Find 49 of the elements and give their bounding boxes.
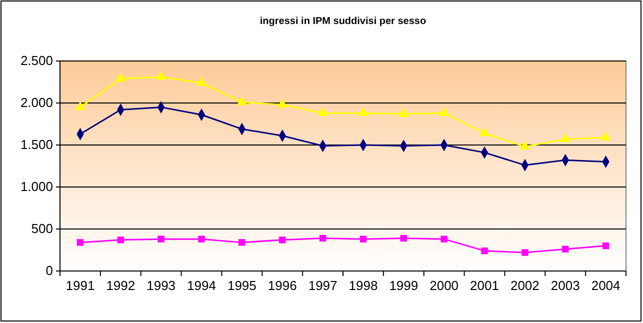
- y-tick-label: 2.500: [20, 53, 53, 68]
- point: [562, 246, 569, 253]
- point: [522, 249, 528, 256]
- point: [438, 107, 450, 116]
- point: [158, 236, 164, 242]
- point: [116, 72, 126, 82]
- point: [196, 76, 207, 86]
- point: [400, 234, 407, 242]
- point: [198, 236, 205, 242]
- point: [76, 239, 84, 246]
- x-tick-label: 1995: [227, 278, 256, 294]
- point: [319, 234, 326, 242]
- point: [440, 236, 448, 242]
- y-tick-label: 2.000: [20, 95, 53, 110]
- point: [602, 242, 610, 250]
- point: [318, 107, 328, 116]
- point: [277, 98, 288, 108]
- x-tick-label: 1998: [348, 278, 378, 294]
- point: [479, 127, 490, 136]
- x-tick-label: 2004: [591, 278, 620, 294]
- point: [520, 140, 530, 150]
- x-tick-label: 1999: [389, 278, 418, 294]
- y-tick-label: 500: [31, 221, 53, 236]
- x-tick-label: 1994: [187, 278, 216, 294]
- point: [117, 236, 124, 244]
- point: [600, 132, 611, 140]
- point: [481, 247, 488, 254]
- point: [156, 71, 166, 80]
- x-tick-label: 2003: [550, 278, 580, 294]
- point: [279, 236, 286, 244]
- chart-title: ingressi in IPM suddivisi per sesso: [260, 16, 426, 27]
- x-tick-label: 1992: [106, 278, 136, 294]
- point: [238, 239, 246, 246]
- x-tick-label: 2001: [470, 278, 499, 294]
- x-tick-label: 1996: [268, 278, 297, 294]
- y-tick-label: 1.000: [20, 179, 53, 194]
- point: [75, 101, 86, 110]
- point: [398, 108, 409, 117]
- x-tick-label: 1997: [308, 278, 338, 294]
- y-tick-label: 0: [46, 263, 53, 278]
- point: [358, 107, 368, 116]
- x-tick-label: 1993: [146, 278, 176, 294]
- y-tick-label: 1.500: [20, 137, 53, 152]
- x-tick-label: 1991: [66, 278, 95, 294]
- x-tick-label: 2002: [510, 278, 540, 294]
- point: [236, 96, 248, 106]
- point: [560, 133, 570, 142]
- x-tick-label: 2000: [430, 278, 459, 294]
- point: [360, 236, 367, 242]
